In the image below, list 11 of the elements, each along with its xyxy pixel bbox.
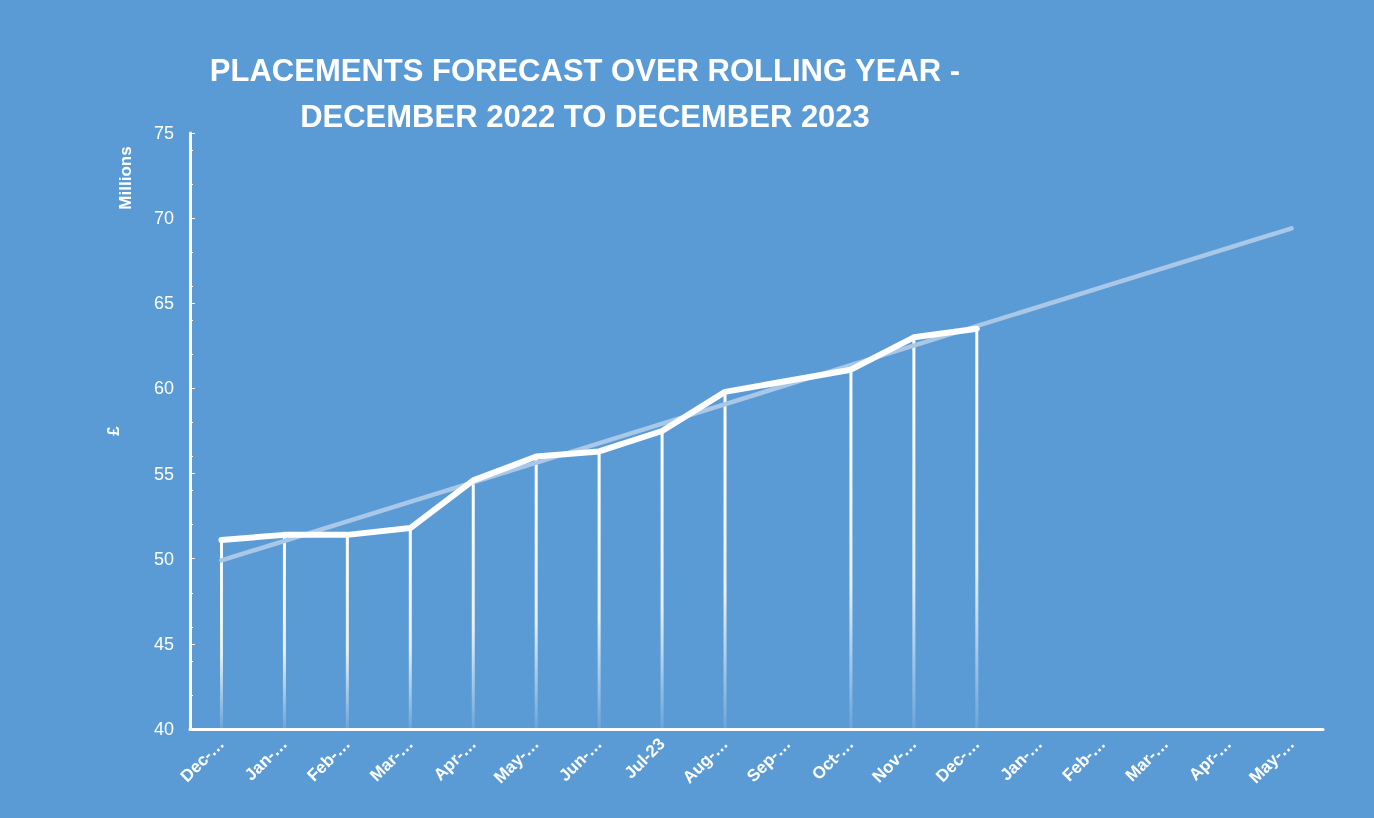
y-tick-label: 65 xyxy=(153,293,174,314)
y-axis-title: £ xyxy=(104,425,123,436)
y-tick-label: 75 xyxy=(153,123,174,143)
y-tick-label: 55 xyxy=(153,463,174,484)
text: Millions xyxy=(115,146,135,210)
y-tick-label: 50 xyxy=(153,548,174,569)
y-tick-label: 45 xyxy=(153,633,174,654)
y-tick-label: 40 xyxy=(153,719,174,739)
chart-title: PLACEMENTS FORECAST OVER ROLLING YEAR - DECEMBER 2022 TO DECEMBER 2023 xyxy=(209,52,961,134)
y-tick-label: 60 xyxy=(153,378,174,399)
y-tick-label: 70 xyxy=(153,208,174,229)
